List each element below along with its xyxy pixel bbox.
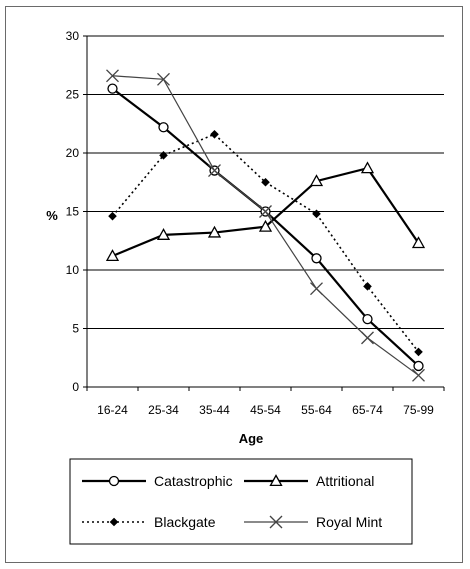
legend-item-catastrophic: Catastrophic — [82, 473, 233, 489]
series-lines — [105, 69, 426, 382]
data-point-blackgate — [414, 347, 423, 357]
y-tick-label: 15 — [66, 205, 80, 219]
legend-box — [69, 458, 413, 545]
data-point-catastrophic — [107, 83, 118, 94]
x-tick-label: 45-54 — [250, 403, 281, 417]
data-point-attritional — [309, 174, 324, 187]
x-tick-label: 25-34 — [148, 403, 179, 417]
data-point-blackgate — [210, 129, 219, 139]
x-axis-title: Age — [239, 431, 264, 446]
x-tick-label: 35-44 — [199, 403, 230, 417]
legend-label: Attritional — [316, 473, 374, 489]
legend-item-royal-mint: Royal Mint — [244, 514, 382, 530]
data-point-blackgate — [261, 177, 270, 187]
x-tick-label: 16-24 — [97, 403, 128, 417]
x-tick-label: 65-74 — [352, 403, 383, 417]
legend-item-attritional: Attritional — [244, 473, 374, 489]
data-point-attritional — [360, 161, 375, 174]
y-tick-label: 5 — [72, 322, 79, 336]
legend-label: Blackgate — [154, 514, 216, 530]
series-attritional — [105, 161, 426, 262]
x-tick-label: 75-99 — [403, 403, 434, 417]
legend: Catastrophic Attritional Blackgate Royal Mi… — [69, 458, 413, 545]
data-point-catastrophic — [158, 122, 169, 133]
data-point-catastrophic — [311, 253, 322, 264]
data-point-attritional — [207, 225, 222, 238]
series-blackgate — [108, 129, 423, 357]
legend-label: Royal Mint — [316, 514, 382, 530]
line-chart: 0 5 10 15 20 25 30 16-24 25-34 35-44 45-54 55-64 65-… — [46, 29, 445, 545]
legend-item-blackgate: Blackgate — [82, 514, 216, 530]
data-point-blackgate — [159, 151, 168, 160]
data-point-attritional — [411, 236, 426, 249]
data-point-blackgate — [363, 282, 372, 291]
data-point-blackgate — [108, 211, 117, 221]
data-point-attritional — [105, 249, 120, 262]
y-tick-label: 0 — [72, 380, 79, 394]
data-point-royal-mint — [310, 282, 323, 296]
tick-labels: 0 5 10 15 20 25 30 16-24 25-34 35-44 45-54 55-64 65-… — [66, 29, 435, 417]
legend-label: Catastrophic — [154, 473, 233, 489]
y-tick-label: 10 — [66, 263, 80, 277]
data-point-blackgate — [312, 209, 321, 219]
chart-frame: 0 5 10 15 20 25 30 16-24 25-34 35-44 45-54 55-64 65-… — [5, 6, 463, 563]
data-point-attritional — [156, 228, 171, 240]
legend-marker — [269, 515, 283, 529]
y-tick-label: 25 — [66, 88, 80, 102]
data-point-royal-mint — [157, 72, 170, 86]
y-tick-label: 30 — [66, 29, 80, 43]
series-royal-mint — [106, 69, 425, 382]
y-tick-label: 20 — [66, 146, 80, 160]
data-point-attritional — [258, 219, 273, 232]
data-point-royal-mint — [259, 205, 272, 218]
data-point-catastrophic — [413, 360, 424, 372]
data-point-royal-mint — [106, 69, 119, 83]
x-tick-label: 55-64 — [301, 403, 332, 417]
data-point-royal-mint — [208, 164, 221, 178]
data-point-catastrophic — [362, 313, 373, 325]
legend-marker — [269, 474, 283, 487]
data-point-royal-mint — [412, 368, 425, 382]
y-axis-title: % — [46, 208, 58, 223]
axes — [83, 35, 445, 391]
legend-marker — [109, 517, 119, 527]
legend-marker — [108, 475, 120, 487]
data-point-royal-mint — [361, 331, 374, 345]
